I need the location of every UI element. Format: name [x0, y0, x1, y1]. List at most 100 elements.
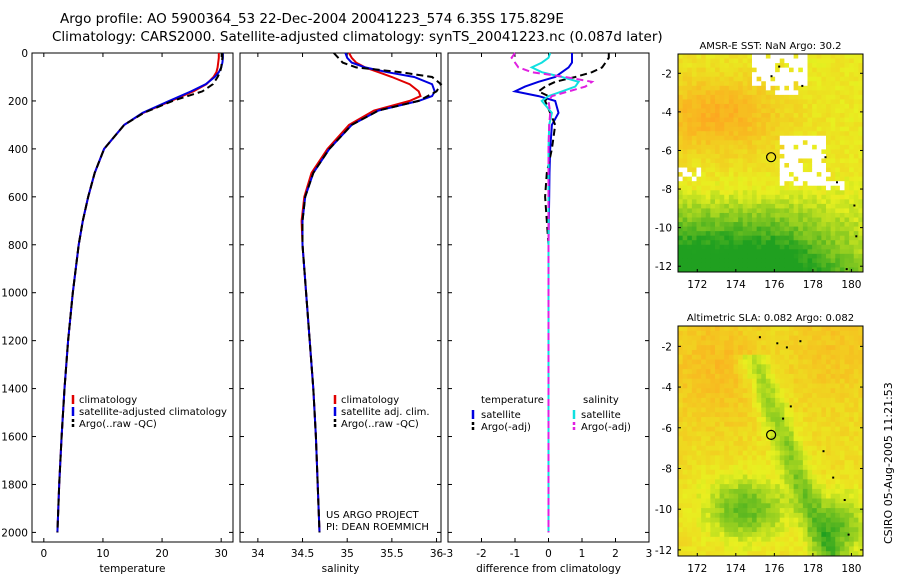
heatmap-cell [765, 397, 771, 404]
heatmap-cell [798, 345, 804, 351]
heatmap-cell [710, 163, 716, 168]
heatmap-cell [844, 262, 850, 268]
heatmap-cell [821, 474, 827, 480]
heatmap-cell [761, 181, 767, 187]
heatmap-cell [839, 445, 845, 451]
heatmap-cell [728, 373, 734, 380]
heatmap-cell [770, 393, 776, 399]
heatmap-cell [789, 383, 795, 389]
coastline-dot [758, 336, 761, 339]
heatmap-cell [830, 81, 836, 87]
heatmap-cell [779, 113, 785, 118]
heatmap-cell [728, 222, 734, 227]
heatmap-cell [710, 488, 716, 495]
heatmap-cell [821, 431, 827, 437]
heatmap-cell [826, 176, 832, 182]
heatmap-cell [839, 113, 845, 118]
heatmap-cell [798, 54, 804, 59]
heatmap-cell [830, 217, 836, 223]
heatmap-cell [784, 244, 790, 250]
heatmap-cell [738, 349, 744, 356]
heatmap-cell [682, 330, 688, 336]
heatmap-cell [691, 126, 697, 132]
heatmap-cell [802, 330, 808, 336]
heatmap-cell [807, 527, 813, 533]
heatmap-cell [710, 373, 716, 380]
heatmap-cell [710, 181, 716, 187]
heatmap-cell [719, 85, 725, 91]
heatmap-cell [812, 140, 818, 146]
heatmap-cell [807, 445, 813, 451]
heatmap-cell [789, 153, 795, 159]
heatmap-cell [816, 479, 822, 485]
heatmap-cell [752, 330, 758, 336]
heatmap-cell [733, 354, 739, 360]
heatmap-cell [765, 262, 771, 268]
argo-float-marker [765, 429, 777, 440]
heatmap-cell [678, 426, 684, 432]
heatmap-cell [761, 508, 767, 514]
heatmap-cell [756, 546, 762, 552]
heatmap-cell [830, 397, 836, 404]
heatmap-cell [826, 383, 832, 389]
heatmap-cell [779, 253, 785, 259]
heatmap-cell [826, 517, 832, 523]
heatmap-cell [793, 469, 799, 475]
heatmap-cell [691, 397, 697, 404]
heatmap-cell [715, 167, 721, 173]
heatmap-cell [784, 208, 790, 214]
heatmap-cell [821, 126, 827, 132]
heatmap-cell [830, 464, 836, 471]
heatmap-cell [821, 113, 827, 118]
heatmap-cell [798, 244, 804, 250]
heatmap-cell [752, 364, 758, 370]
heatmap-cell [858, 436, 864, 442]
heatmap-cell [853, 517, 859, 523]
heatmap-cell [802, 354, 808, 360]
heatmap-cell [839, 340, 845, 346]
heatmap-cell [807, 359, 813, 365]
heatmap-cell [742, 354, 748, 360]
heatmap-cell [802, 383, 808, 389]
heatmap-cell [738, 383, 744, 389]
heatmap-cell [816, 208, 822, 214]
heatmap-cell [682, 464, 688, 471]
heatmap-cell [738, 345, 744, 351]
heatmap-cell [715, 493, 721, 499]
heatmap-cell [849, 335, 855, 341]
heatmap-cell [719, 217, 725, 223]
heatmap-cell [835, 135, 841, 141]
heatmap-cell [812, 190, 818, 196]
heatmap-cell [812, 231, 818, 237]
heatmap-cell [747, 359, 753, 365]
heatmap-cell [798, 117, 804, 123]
heatmap-cell [826, 140, 832, 146]
heatmap-cell [756, 541, 762, 547]
heatmap-cell [798, 455, 804, 461]
heatmap-cell [784, 464, 790, 471]
heatmap-cell [724, 158, 730, 164]
heatmap-cell [853, 158, 859, 164]
heatmap-cell [830, 103, 836, 109]
heatmap-cell [710, 512, 716, 519]
heatmap-cell [738, 226, 744, 232]
heatmap-cell [691, 431, 697, 437]
heatmap-cell [775, 493, 781, 499]
heatmap-cell [816, 436, 822, 442]
heatmap-cell [719, 54, 725, 59]
heatmap-cell [812, 388, 818, 394]
x-tick-label: 174 [726, 279, 746, 291]
heatmap-cell [779, 488, 785, 495]
heatmap-cell [742, 508, 748, 514]
heatmap-cell [816, 249, 822, 255]
heatmap-cell [793, 450, 799, 456]
heatmap-cell [733, 140, 739, 146]
heatmap-cell [752, 532, 758, 538]
heatmap-cell [793, 512, 799, 519]
heatmap-cell [793, 349, 799, 356]
heatmap-cell [798, 185, 804, 191]
heatmap-cell [752, 354, 758, 360]
heatmap-cell [752, 172, 758, 178]
heatmap-cell [696, 498, 702, 504]
heatmap-cell [738, 431, 744, 437]
